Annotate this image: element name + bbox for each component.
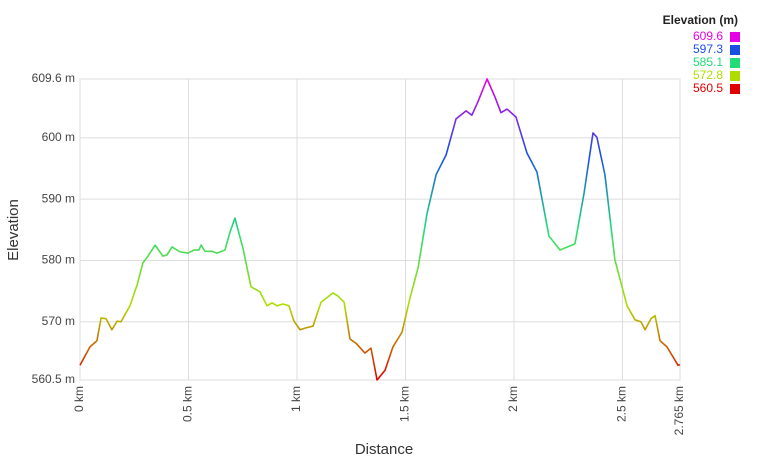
y-tick-label: 580 m (42, 253, 75, 267)
x-tick-label: 1 km (289, 386, 303, 412)
x-tick-label: 0 km (72, 386, 86, 412)
legend-label: 609.6 (693, 29, 723, 43)
legend-swatch (730, 84, 740, 94)
legend-title: Elevation (m) (663, 13, 738, 27)
legend-label: 597.3 (693, 42, 723, 56)
x-axis-label: Distance (355, 441, 413, 458)
y-tick-label: 570 m (42, 314, 75, 328)
legend-label: 585.1 (693, 55, 723, 69)
elevation-line (79, 78, 681, 381)
x-tick-label: 0.5 km (181, 386, 195, 422)
legend-label: 560.5 (693, 81, 723, 95)
y-tick-label: 609.6 m (32, 71, 75, 85)
x-tick-label: 1.5 km (398, 386, 412, 422)
x-tick-label: 2.765 km (672, 386, 686, 435)
legend-swatch (730, 71, 740, 81)
y-tick-label: 560.5 m (32, 372, 75, 386)
plot-frame (79, 78, 681, 381)
legend-label: 572.8 (693, 68, 723, 82)
legend-swatch (730, 45, 740, 55)
y-axis-label: Elevation (5, 199, 22, 261)
y-tick-label: 600 m (42, 130, 75, 144)
legend-swatch (730, 58, 740, 68)
legend-swatch (730, 32, 740, 42)
x-tick-label: 2.5 km (615, 386, 629, 422)
x-tick-label: 2 km (506, 386, 520, 412)
y-tick-label: 590 m (42, 191, 75, 205)
